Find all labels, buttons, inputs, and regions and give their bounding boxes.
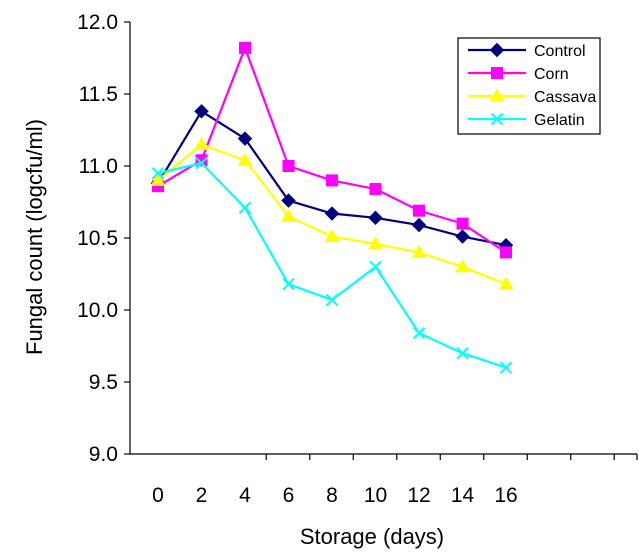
- data-point-control: [194, 104, 209, 119]
- x-tick-label: 4: [239, 484, 251, 507]
- x-tick-label: 6: [283, 484, 295, 507]
- legend: Control Corn Cassava Gelatin: [457, 37, 601, 135]
- legend-label: Gelatin: [534, 112, 585, 129]
- legend-marker-cassava: [489, 88, 505, 102]
- data-point-gelatin: [238, 201, 252, 214]
- data-point-corn: [282, 160, 295, 172]
- data-point-gelatin: [412, 326, 426, 340]
- legend-marker-corn: [491, 67, 503, 79]
- data-point-control: [281, 193, 296, 208]
- data-point-corn: [413, 204, 425, 217]
- data-point-gelatin: [369, 260, 382, 274]
- y-tick-label: 10.0: [77, 299, 118, 322]
- data-point-cassava: [281, 208, 296, 222]
- data-point-gelatin: [151, 166, 165, 180]
- axes: 9.0 9.5 10.0 10.5 11.0 11.5 12.0 0 2 4 6 8 10 12 14 16: [77, 11, 638, 507]
- x-tick-label: 0: [152, 484, 164, 507]
- y-axis-title: Fungal count (logcfu/ml): [22, 119, 47, 355]
- data-point-gelatin: [456, 346, 469, 360]
- series-gelatin: [151, 156, 513, 374]
- data-point-cassava: [324, 229, 340, 243]
- data-point-cassava: [237, 152, 253, 166]
- x-tick-label: 12: [407, 484, 430, 507]
- data-point-corn: [326, 174, 338, 187]
- data-point-control: [237, 131, 253, 146]
- y-tick-label: 9.0: [89, 443, 118, 466]
- data-point-corn: [456, 217, 469, 230]
- series-line-gelatin: [157, 161, 507, 369]
- data-point-gelatin: [325, 293, 339, 307]
- data-point-gelatin: [499, 361, 513, 374]
- x-axis-title: Storage (days): [300, 524, 444, 549]
- y-tick-label: 10.5: [77, 227, 118, 250]
- y-tick-label: 12.0: [77, 11, 118, 34]
- legend-label: Cassava: [534, 89, 596, 106]
- legend-marker-control: [489, 42, 505, 58]
- legend-item-control: Control: [468, 42, 586, 60]
- legend-item-cassava: Cassava: [468, 88, 596, 106]
- data-point-gelatin: [195, 156, 208, 170]
- legend-marker-gelatin: [490, 112, 504, 126]
- data-point-corn: [239, 41, 251, 54]
- legend-item-gelatin: Gelatin: [468, 112, 585, 129]
- series-corn: [152, 41, 512, 259]
- data-point-control: [455, 229, 470, 244]
- data-point-cassava: [498, 276, 514, 290]
- legend-label: Control: [534, 43, 586, 60]
- x-tick-label: 16: [494, 484, 517, 507]
- data-point-control: [368, 210, 383, 226]
- data-point-cassava: [194, 136, 209, 150]
- data-point-cassava: [150, 172, 166, 186]
- series-cassava: [150, 136, 514, 290]
- x-tick-label: 8: [326, 484, 338, 507]
- series-line-corn: [157, 44, 507, 254]
- x-tick-label: 14: [451, 484, 475, 507]
- data-point-cassava: [455, 259, 470, 273]
- legend-item-corn: Corn: [468, 66, 569, 83]
- y-tick-label: 11.5: [79, 83, 118, 106]
- series-layer: [150, 41, 514, 374]
- data-point-corn: [369, 183, 382, 196]
- x-tick-label: 10: [364, 484, 387, 507]
- data-point-corn: [195, 154, 208, 167]
- y-tick-label: 11.0: [79, 155, 118, 178]
- x-tick-label: 2: [196, 484, 208, 507]
- y-tick-label: 9.5: [89, 371, 118, 394]
- data-point-control: [411, 217, 427, 233]
- legend-label: Corn: [534, 66, 569, 83]
- data-point-cassava: [368, 236, 383, 250]
- data-point-control: [324, 206, 340, 221]
- data-point-cassava: [411, 244, 427, 258]
- data-point-gelatin: [282, 277, 295, 291]
- data-point-corn: [500, 246, 512, 259]
